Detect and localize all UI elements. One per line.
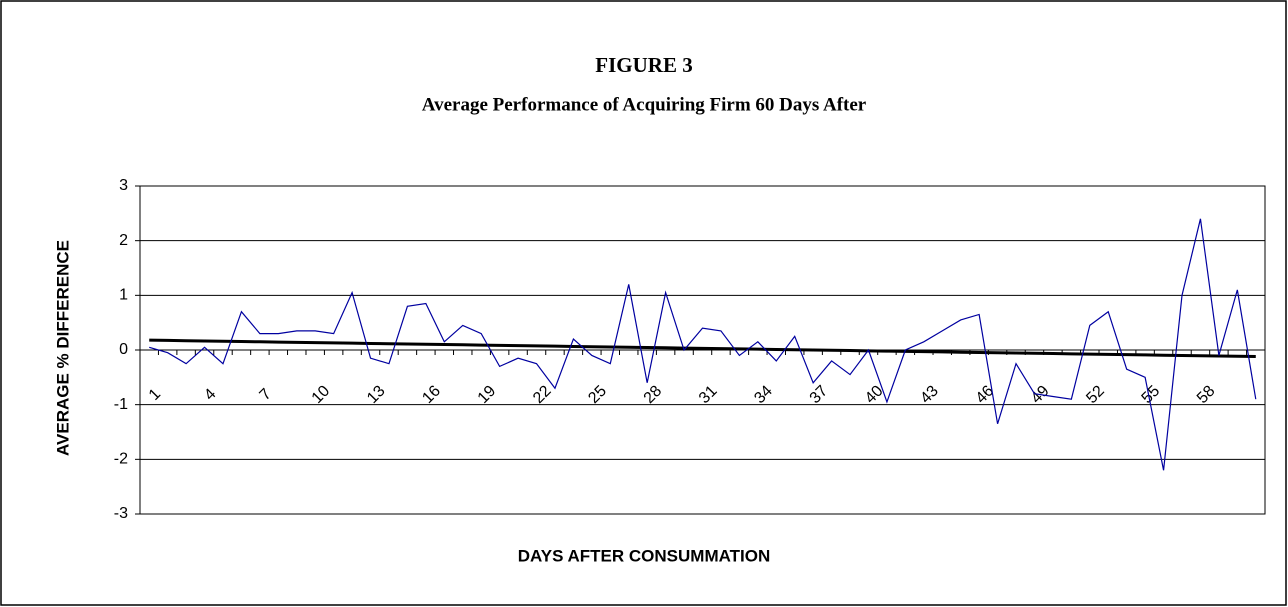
y-tick-label: 0 (119, 341, 128, 358)
y-axis-title-group: AVERAGE % DIFFERENCE (53, 240, 72, 456)
y-tick-label: 3 (119, 177, 128, 194)
y-tick-label: 1 (119, 287, 128, 304)
y-tick-label: -3 (114, 505, 128, 522)
series-line (149, 338, 1256, 359)
x-axis-title: DAYS AFTER CONSUMMATION (518, 546, 771, 565)
y-tick-label: 2 (119, 232, 128, 249)
chart-title: FIGURE 3 (595, 53, 692, 77)
series-line (149, 218, 1257, 471)
y-tick-label: -1 (114, 396, 128, 413)
y-axis-title: AVERAGE % DIFFERENCE (53, 240, 72, 456)
chart-subtitle: Average Performance of Acquiring Firm 60… (422, 94, 867, 115)
y-tick-label: -2 (114, 451, 128, 468)
